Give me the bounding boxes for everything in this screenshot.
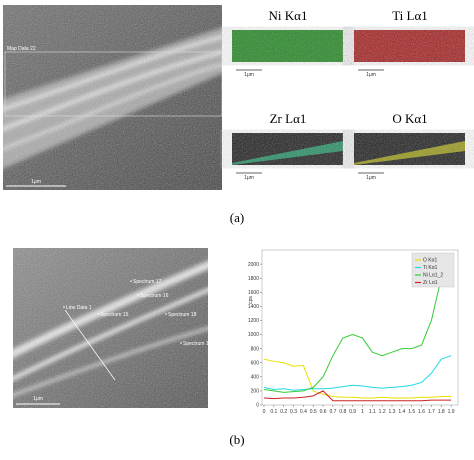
x-tick-label: 1.8	[438, 409, 445, 415]
spectrum-label: Spectrum 18	[168, 312, 197, 318]
y-axis-label: cps	[248, 296, 254, 304]
x-tick-label: 0	[263, 409, 266, 415]
x-tick-label: 1.2	[379, 409, 386, 415]
line-series	[263, 263, 452, 393]
x-tick-label: 1.3	[389, 409, 396, 415]
map-title: Ni Kα1	[269, 8, 308, 23]
line-series	[263, 355, 452, 391]
image-label: Map Data 22	[7, 46, 36, 52]
x-tick-label: 1.1	[369, 409, 376, 415]
scale-label: 1μm	[31, 179, 41, 185]
spectrum-label: Spectrum 19	[183, 341, 212, 347]
x-tick-label: 0.7	[329, 409, 336, 415]
sem-image	[13, 248, 208, 408]
marker	[130, 280, 132, 282]
x-tick-label: 0.9	[349, 409, 356, 415]
map-noise	[232, 133, 343, 165]
map-signal	[354, 30, 465, 62]
y-tick-label: 1400	[248, 304, 259, 310]
x-tick-label: 0.1	[270, 409, 277, 415]
scale-label: 1μm	[244, 72, 254, 78]
legend-label: O Kα1	[423, 258, 438, 264]
scale-label: 1μm	[366, 175, 376, 181]
spectrum-label: Spectrum 16	[140, 293, 169, 299]
caption: (b)	[229, 432, 244, 447]
marker	[97, 313, 99, 315]
scale-label: 1μm	[33, 396, 43, 402]
x-tick-label: 1.5	[408, 409, 415, 415]
map-signal	[354, 133, 465, 165]
caption: (a)	[230, 210, 244, 225]
legend-label: Ni Lα1_2	[423, 273, 443, 279]
y-tick-label: 200	[251, 389, 260, 395]
spectrum-label: Spectrum 17	[133, 279, 162, 285]
marker	[180, 342, 182, 344]
spectrum-label: Line Data 1	[66, 305, 92, 311]
map-signal	[232, 133, 343, 165]
x-tick-label: 0.3	[290, 409, 297, 415]
x-tick-label: 1.6	[418, 409, 425, 415]
x-tick-label: 1.4	[398, 409, 405, 415]
map-signal	[232, 30, 343, 62]
y-tick-label: 1600	[248, 290, 259, 296]
legend-label: Zr Lα1	[423, 280, 438, 286]
x-tick-label: 0.2	[280, 409, 287, 415]
x-tick-label: 0.8	[339, 409, 346, 415]
map-noise	[354, 30, 465, 62]
y-tick-label: 1800	[248, 276, 259, 282]
map-title: O Kα1	[392, 111, 427, 126]
map-noise	[232, 30, 343, 62]
legend-box	[411, 252, 455, 288]
x-tick-label: 1.7	[428, 409, 435, 415]
x-tick-label: 1.9	[448, 409, 455, 415]
map-noise	[354, 133, 465, 165]
y-tick-label: 800	[251, 346, 260, 352]
x-tick-label: 0.4	[300, 409, 307, 415]
marker	[137, 294, 139, 296]
y-tick-label: 600	[251, 360, 260, 366]
scale-label: 1μm	[244, 175, 254, 181]
x-tick-label: 1	[361, 409, 364, 415]
y-tick-label: 2000	[248, 262, 259, 268]
map-title: Ti Lα1	[392, 8, 428, 23]
x-tick-label: 0.6	[320, 409, 327, 415]
spectrum-label: Spectrum 15	[100, 312, 129, 318]
line-series	[263, 358, 452, 399]
marker	[63, 306, 65, 308]
y-tick-label: 0	[256, 403, 259, 409]
y-tick-label: 1200	[248, 318, 259, 324]
marker	[165, 313, 167, 315]
sem-image	[3, 5, 222, 190]
legend-label: Ti Kα1	[423, 265, 438, 271]
y-tick-label: 1000	[248, 332, 259, 338]
line-series	[263, 390, 452, 402]
scale-label: 1μm	[366, 72, 376, 78]
x-tick-label: 0.5	[310, 409, 317, 415]
map-title: Zr Lα1	[270, 111, 307, 126]
y-tick-label: 400	[251, 375, 260, 381]
